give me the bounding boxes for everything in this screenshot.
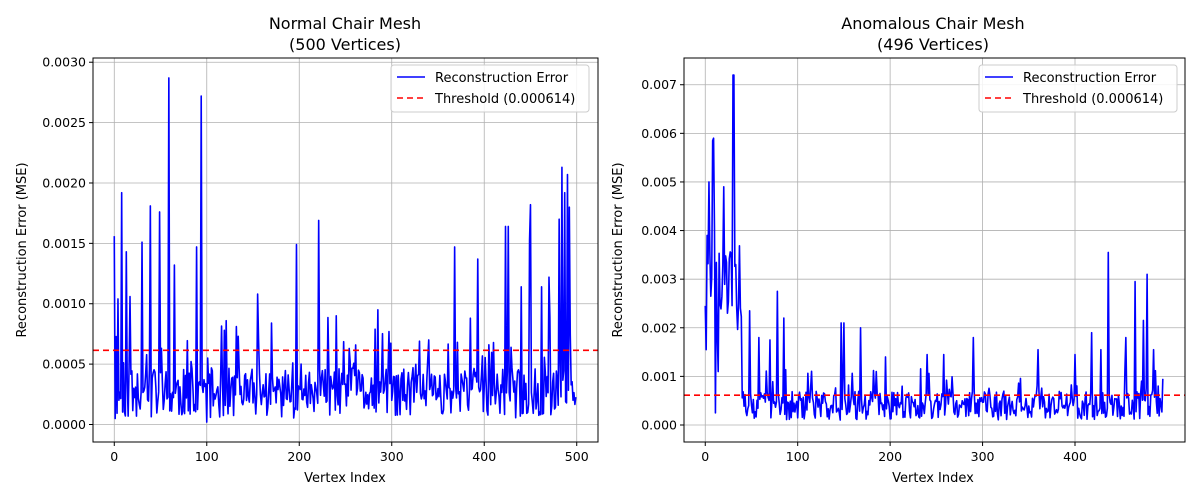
x-tick-label: 0: [110, 449, 118, 464]
legend-box: [978, 64, 1178, 113]
x-tick-label: 200: [287, 449, 311, 464]
x-tick-label: 100: [786, 449, 810, 464]
axes-frame: [92, 57, 599, 443]
y-tick-label: 0.0005: [42, 357, 86, 372]
legend-error-label: Reconstruction Error: [1023, 71, 1157, 86]
y-tick-label: 0.0000: [42, 417, 86, 432]
y-tick-label: 0.0020: [42, 175, 86, 190]
legend-threshold-label: Threshold (0.000614): [1022, 92, 1163, 107]
x-tick-label: 0: [701, 449, 709, 464]
anomalous-chair-chart: Anomalous Chair Mesh (496 Vertices) Vert…: [611, 14, 1186, 486]
legend-threshold-label: Threshold (0.000614): [434, 92, 575, 107]
legend: Reconstruction Error Threshold (0.000614…: [978, 64, 1178, 113]
chart-title-line1: Anomalous Chair Mesh: [841, 14, 1024, 33]
y-tick-label: 0.006: [641, 126, 677, 141]
x-axis-label: Vertex Index: [892, 471, 974, 486]
y-tick-label: 0.007: [641, 77, 677, 92]
y-tick-label: 0.003: [641, 272, 677, 287]
chart-title-line2: (496 Vertices): [877, 35, 989, 54]
x-tick-label: 300: [971, 449, 995, 464]
y-tick-label: 0.001: [641, 369, 677, 384]
y-tick-label: 0.005: [641, 174, 677, 189]
x-tick-label: 500: [565, 449, 589, 464]
y-tick-label: 0.0030: [42, 55, 86, 70]
axes-frame: [683, 57, 1186, 443]
y-axis-label: Reconstruction Error (MSE): [15, 162, 30, 337]
y-tick-label: 0.004: [641, 223, 677, 238]
y-axis-label: Reconstruction Error (MSE): [611, 162, 626, 337]
legend: Reconstruction Error Threshold (0.000614…: [390, 64, 590, 113]
x-axis-label: Vertex Index: [304, 471, 386, 486]
y-tick-label: 0.002: [641, 320, 677, 335]
x-tick-label: 100: [195, 449, 219, 464]
y-tick-label: 0.0010: [42, 296, 86, 311]
y-tick-label: 0.000: [641, 417, 677, 432]
legend-box: [390, 64, 590, 113]
x-tick-label: 400: [472, 449, 496, 464]
reconstruction-error-series: [113, 77, 577, 423]
x-tick-label: 200: [878, 449, 902, 464]
y-tick-label: 0.0025: [42, 115, 86, 130]
x-tick-label: 300: [380, 449, 404, 464]
plot-area: 0 100 200 300 400 500 0.0000 0.0005 0.0010 0.0015…: [42, 55, 599, 464]
chart-title-line2: (500 Vertices): [289, 35, 401, 54]
plot-area: 0 100 200 300 400 0.000 0.001 0.002 0.003 0.004 0.…: [641, 57, 1186, 464]
reconstruction-error-series: [704, 74, 1164, 421]
normal-chair-chart: Normal Chair Mesh (500 Vertices) Vertex …: [15, 14, 599, 486]
legend-error-label: Reconstruction Error: [435, 71, 569, 86]
chart-title-line1: Normal Chair Mesh: [269, 14, 421, 33]
y-tick-label: 0.0015: [42, 236, 86, 251]
x-tick-label: 400: [1063, 449, 1087, 464]
